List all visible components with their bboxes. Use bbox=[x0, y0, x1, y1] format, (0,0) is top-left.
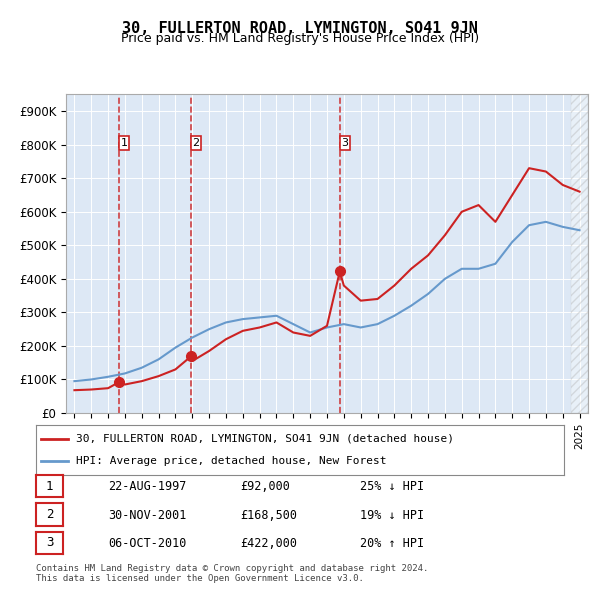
Text: 3: 3 bbox=[341, 138, 349, 148]
Text: 22-AUG-1997: 22-AUG-1997 bbox=[108, 480, 187, 493]
Text: £422,000: £422,000 bbox=[240, 537, 297, 550]
Text: Price paid vs. HM Land Registry's House Price Index (HPI): Price paid vs. HM Land Registry's House … bbox=[121, 32, 479, 45]
Text: HPI: Average price, detached house, New Forest: HPI: Average price, detached house, New … bbox=[76, 456, 386, 466]
Text: £168,500: £168,500 bbox=[240, 509, 297, 522]
Text: 30-NOV-2001: 30-NOV-2001 bbox=[108, 509, 187, 522]
Text: 19% ↓ HPI: 19% ↓ HPI bbox=[360, 509, 424, 522]
Text: 06-OCT-2010: 06-OCT-2010 bbox=[108, 537, 187, 550]
Text: 30, FULLERTON ROAD, LYMINGTON, SO41 9JN (detached house): 30, FULLERTON ROAD, LYMINGTON, SO41 9JN … bbox=[76, 434, 454, 444]
Text: 3: 3 bbox=[46, 536, 53, 549]
Text: 20% ↑ HPI: 20% ↑ HPI bbox=[360, 537, 424, 550]
Text: £92,000: £92,000 bbox=[240, 480, 290, 493]
Text: 25% ↓ HPI: 25% ↓ HPI bbox=[360, 480, 424, 493]
Text: 1: 1 bbox=[46, 480, 53, 493]
Text: 1: 1 bbox=[121, 138, 128, 148]
Text: 2: 2 bbox=[46, 508, 53, 521]
Text: Contains HM Land Registry data © Crown copyright and database right 2024.
This d: Contains HM Land Registry data © Crown c… bbox=[36, 563, 428, 583]
Text: 2: 2 bbox=[193, 138, 200, 148]
Text: 30, FULLERTON ROAD, LYMINGTON, SO41 9JN: 30, FULLERTON ROAD, LYMINGTON, SO41 9JN bbox=[122, 21, 478, 35]
